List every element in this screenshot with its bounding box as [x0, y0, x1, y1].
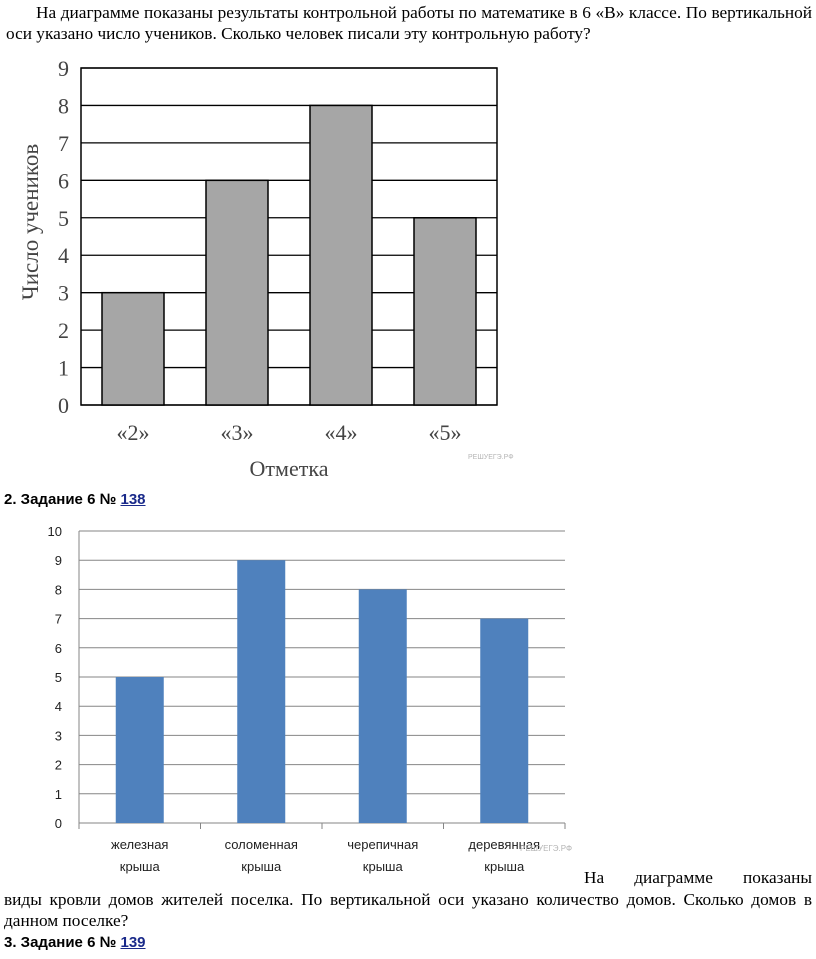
chart2-xtick-label: черепичная [347, 837, 418, 852]
chart1-ytick-label: 4 [58, 243, 69, 268]
chart2-ytick-label: 0 [55, 816, 62, 831]
task3-number-link[interactable]: 139 [120, 934, 146, 951]
chart2-watermark: РЕШУЕГЭ.РФ [520, 844, 572, 853]
chart1-bar [413, 217, 477, 406]
chart2-xtick-label: крыша [484, 859, 525, 874]
chart1-bar [205, 179, 269, 406]
chart2-ytick-label: 2 [55, 758, 62, 773]
task2-number-link[interactable]: 138 [120, 491, 146, 508]
task3-heading: 3. Задание 6 № 139 [4, 934, 146, 951]
task1-question: На диаграмме показаны результаты контрол… [6, 3, 812, 43]
task2-question-rest: виды кровли домов жителей поселка. По ве… [4, 890, 812, 930]
task2-question-line1: На диаграмме показаны [584, 868, 812, 887]
chart2-ytick-label: 8 [55, 582, 62, 597]
chart2-xtick-label: крыша [363, 859, 404, 874]
chart1-plot-frame [80, 67, 498, 406]
chart2-ytick-label: 5 [55, 670, 62, 685]
chart1-bar [309, 104, 373, 406]
chart1-ytick-label: 3 [58, 281, 69, 306]
chart1-xtick-label: «3» [221, 420, 254, 445]
chart1-ytick-label: 6 [58, 168, 69, 193]
task2-heading-label: 2. Задание 6 № [4, 491, 121, 508]
chart1-ylabel: Число учеников [18, 144, 43, 301]
chart1-ytick-label: 7 [58, 131, 69, 156]
chart2-ytick-label: 6 [55, 641, 62, 656]
chart2-xtick-label: деревянная [468, 837, 540, 852]
chart1-ytick-label: 9 [58, 56, 69, 81]
chart1-ytick-label: 1 [58, 356, 69, 381]
chart2-xtick-label: железная [111, 837, 168, 852]
chart1-xlabel: Отметка [250, 456, 329, 481]
chart1-xtick-label: «2» [117, 420, 150, 445]
chart1-ytick-label: 8 [58, 93, 69, 118]
chart2-ytick-label: 3 [55, 728, 62, 743]
chart2-ytick-label: 7 [55, 612, 62, 627]
chart2-ytick-label: 1 [55, 787, 62, 802]
chart2-bar [358, 589, 407, 823]
chart2-bar [115, 677, 164, 823]
chart2-ytick-label: 10 [48, 524, 62, 539]
chart1-ytick-label: 0 [58, 393, 69, 418]
chart2-xtick-label: крыша [120, 859, 161, 874]
chart1-ytick-label: 2 [58, 318, 69, 343]
chart2-xtick-label: соломенная [225, 837, 298, 852]
task2-heading: 2. Задание 6 № 138 [4, 491, 146, 508]
chart2-xtick-label: крыша [241, 859, 282, 874]
chart1-bar [101, 291, 165, 406]
chart2-bar [237, 560, 286, 823]
chart2-ytick-label: 4 [55, 699, 62, 714]
task3-heading-label: 3. Задание 6 № [4, 934, 121, 951]
chart1-ytick-label: 5 [58, 206, 69, 231]
chart1-watermark: РЕШУЕГЭ.РФ [468, 454, 514, 461]
chart1-xtick-label: «5» [429, 420, 462, 445]
chart2-plot: 0 1 2 3 4 5 6 7 8 9 10 железная крыша соломенная крыша… [48, 524, 573, 874]
chart2-ytick-label: 9 [55, 553, 62, 568]
chart1-plot: 0 1 2 3 4 5 6 7 8 9 «2» «3» «4» «5» Отметка Число учени… [18, 56, 514, 481]
chart2-bar [480, 618, 529, 823]
chart1-xtick-label: «4» [325, 420, 358, 445]
